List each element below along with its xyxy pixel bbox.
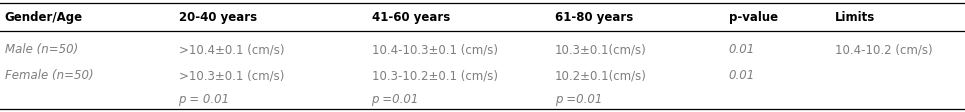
Text: p =0.01: p =0.01 bbox=[372, 93, 419, 106]
Text: 10.3-10.2±0.1 (cm/s): 10.3-10.2±0.1 (cm/s) bbox=[372, 69, 498, 82]
Text: Male (n=50): Male (n=50) bbox=[5, 43, 78, 56]
Text: 61-80 years: 61-80 years bbox=[555, 11, 633, 24]
Text: Limits: Limits bbox=[835, 11, 875, 24]
Text: p = 0.01: p = 0.01 bbox=[179, 93, 230, 106]
Text: 10.4-10.2 (cm/s): 10.4-10.2 (cm/s) bbox=[835, 43, 932, 56]
Text: 0.01: 0.01 bbox=[729, 43, 755, 56]
Text: 10.4-10.3±0.1 (cm/s): 10.4-10.3±0.1 (cm/s) bbox=[372, 43, 498, 56]
Text: >10.3±0.1 (cm/s): >10.3±0.1 (cm/s) bbox=[179, 69, 284, 82]
Text: Female (n=50): Female (n=50) bbox=[5, 69, 94, 82]
Text: >10.4±0.1 (cm/s): >10.4±0.1 (cm/s) bbox=[179, 43, 284, 56]
Text: 20-40 years: 20-40 years bbox=[179, 11, 257, 24]
Text: 41-60 years: 41-60 years bbox=[372, 11, 450, 24]
Text: 0.01: 0.01 bbox=[729, 69, 755, 82]
Text: p =0.01: p =0.01 bbox=[555, 93, 602, 106]
Text: 10.3±0.1(cm/s): 10.3±0.1(cm/s) bbox=[555, 43, 647, 56]
Text: 10.2±0.1(cm/s): 10.2±0.1(cm/s) bbox=[555, 69, 647, 82]
Text: Gender/Age: Gender/Age bbox=[5, 11, 83, 24]
Text: p-value: p-value bbox=[729, 11, 778, 24]
